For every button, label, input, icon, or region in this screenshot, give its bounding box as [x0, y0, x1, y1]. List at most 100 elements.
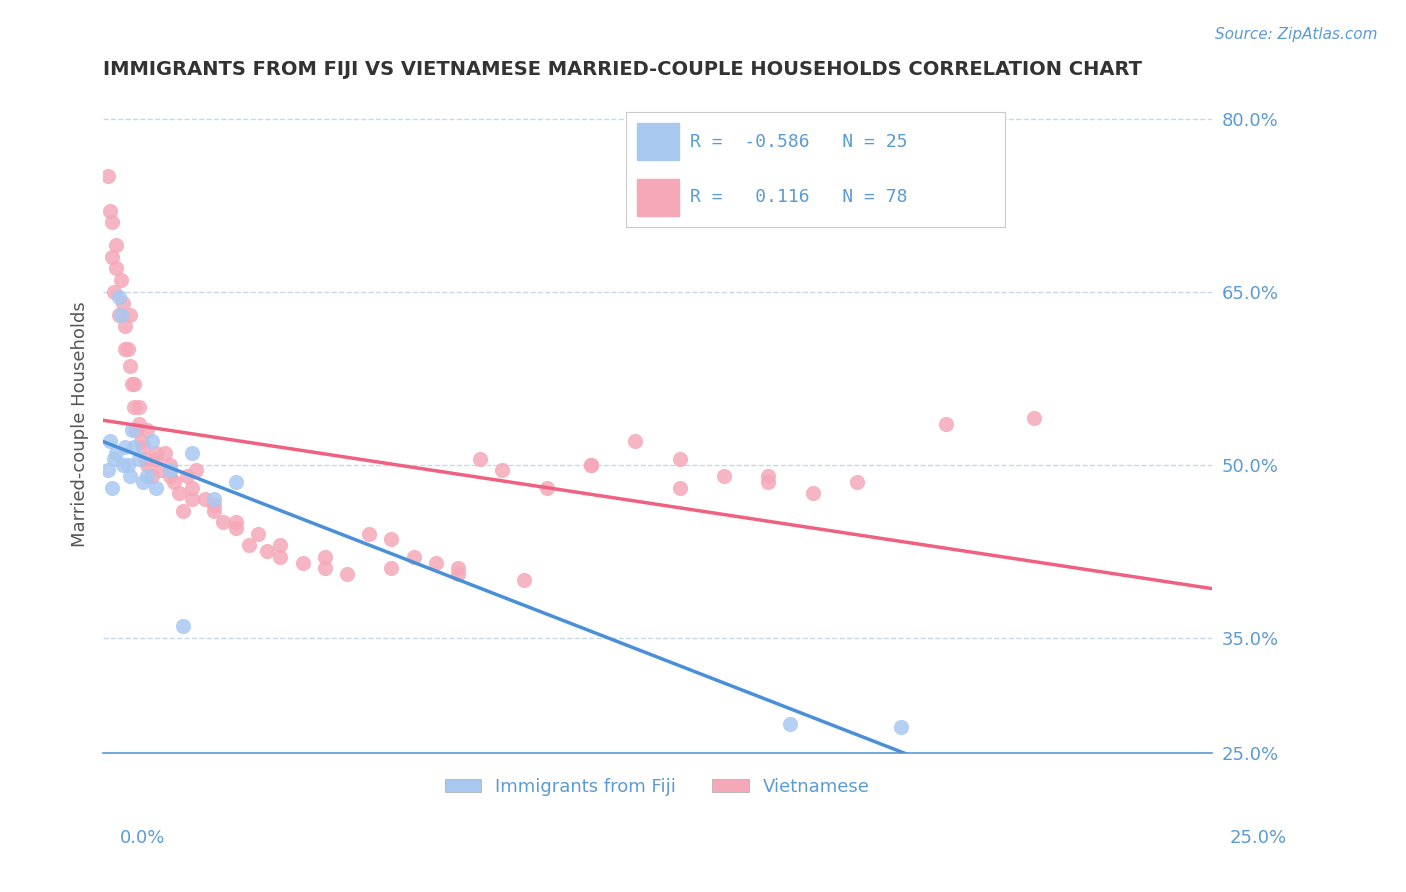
Text: Source: ZipAtlas.com: Source: ZipAtlas.com	[1215, 27, 1378, 42]
Point	[172, 503, 194, 517]
Point	[447, 567, 470, 582]
Point	[97, 169, 120, 183]
Point	[145, 451, 167, 466]
Point	[212, 515, 235, 529]
Point	[935, 417, 957, 431]
Point	[121, 423, 143, 437]
Point	[136, 423, 159, 437]
Point	[163, 475, 186, 489]
Point	[117, 342, 139, 356]
Point	[336, 567, 359, 582]
Point	[402, 549, 425, 564]
Point	[122, 440, 145, 454]
Point	[247, 526, 270, 541]
Point	[101, 481, 124, 495]
Point	[97, 463, 120, 477]
Point	[114, 440, 136, 454]
Point	[145, 446, 167, 460]
Point	[103, 285, 125, 299]
Point	[668, 451, 690, 466]
Point	[117, 458, 139, 472]
Point	[779, 717, 801, 731]
Point	[105, 238, 128, 252]
Point	[122, 376, 145, 391]
Point	[167, 486, 190, 500]
Point	[624, 434, 647, 449]
Point	[186, 463, 208, 477]
Point	[513, 573, 536, 587]
Point	[180, 446, 202, 460]
Point	[202, 498, 225, 512]
Legend: Immigrants from Fiji, Vietnamese: Immigrants from Fiji, Vietnamese	[437, 771, 877, 803]
Point	[314, 561, 336, 575]
Point	[98, 203, 121, 218]
Point	[180, 481, 202, 495]
Point	[114, 319, 136, 334]
Point	[159, 463, 181, 477]
Point	[579, 458, 602, 472]
Point	[155, 446, 177, 460]
Point	[128, 400, 150, 414]
Point	[225, 475, 247, 489]
Point	[380, 561, 402, 575]
Point	[118, 469, 141, 483]
Point	[125, 423, 148, 437]
Point	[536, 481, 558, 495]
Point	[98, 434, 121, 449]
Point	[225, 521, 247, 535]
Point	[134, 451, 156, 466]
Point	[101, 250, 124, 264]
Point	[225, 515, 247, 529]
Point	[132, 475, 155, 489]
Point	[159, 458, 181, 472]
Point	[110, 308, 132, 322]
Point	[359, 526, 381, 541]
Y-axis label: Married-couple Households: Married-couple Households	[72, 301, 89, 547]
Point	[112, 458, 135, 472]
Point	[180, 492, 202, 507]
Point	[118, 359, 141, 374]
Point	[149, 463, 172, 477]
Point	[159, 469, 181, 483]
Point	[291, 556, 314, 570]
Point	[425, 556, 447, 570]
Point	[110, 273, 132, 287]
Point	[101, 215, 124, 229]
Point	[269, 549, 291, 564]
Point	[238, 538, 260, 552]
Point	[890, 721, 912, 735]
Point	[107, 290, 129, 304]
Text: R =   0.116   N = 78: R = 0.116 N = 78	[690, 188, 908, 206]
Point	[103, 451, 125, 466]
Point	[118, 308, 141, 322]
Point	[269, 538, 291, 552]
Point	[176, 469, 198, 483]
Bar	[637, 178, 679, 216]
Point	[713, 469, 735, 483]
Point	[132, 440, 155, 454]
Point	[145, 481, 167, 495]
Point	[202, 492, 225, 507]
Point	[314, 549, 336, 564]
Point	[136, 458, 159, 472]
Point	[380, 533, 402, 547]
Point	[107, 308, 129, 322]
Point	[202, 503, 225, 517]
Point	[141, 434, 163, 449]
Point	[112, 296, 135, 310]
Point	[1024, 411, 1046, 425]
Point	[128, 451, 150, 466]
Point	[136, 469, 159, 483]
Point	[256, 544, 278, 558]
Point	[756, 469, 779, 483]
Point	[172, 619, 194, 633]
Point	[668, 481, 690, 495]
Point	[801, 486, 824, 500]
Point	[141, 469, 163, 483]
Point	[756, 475, 779, 489]
Point	[845, 475, 868, 489]
Point	[129, 434, 152, 449]
Text: 25.0%: 25.0%	[1229, 829, 1286, 847]
Point	[491, 463, 513, 477]
Bar	[637, 123, 679, 161]
